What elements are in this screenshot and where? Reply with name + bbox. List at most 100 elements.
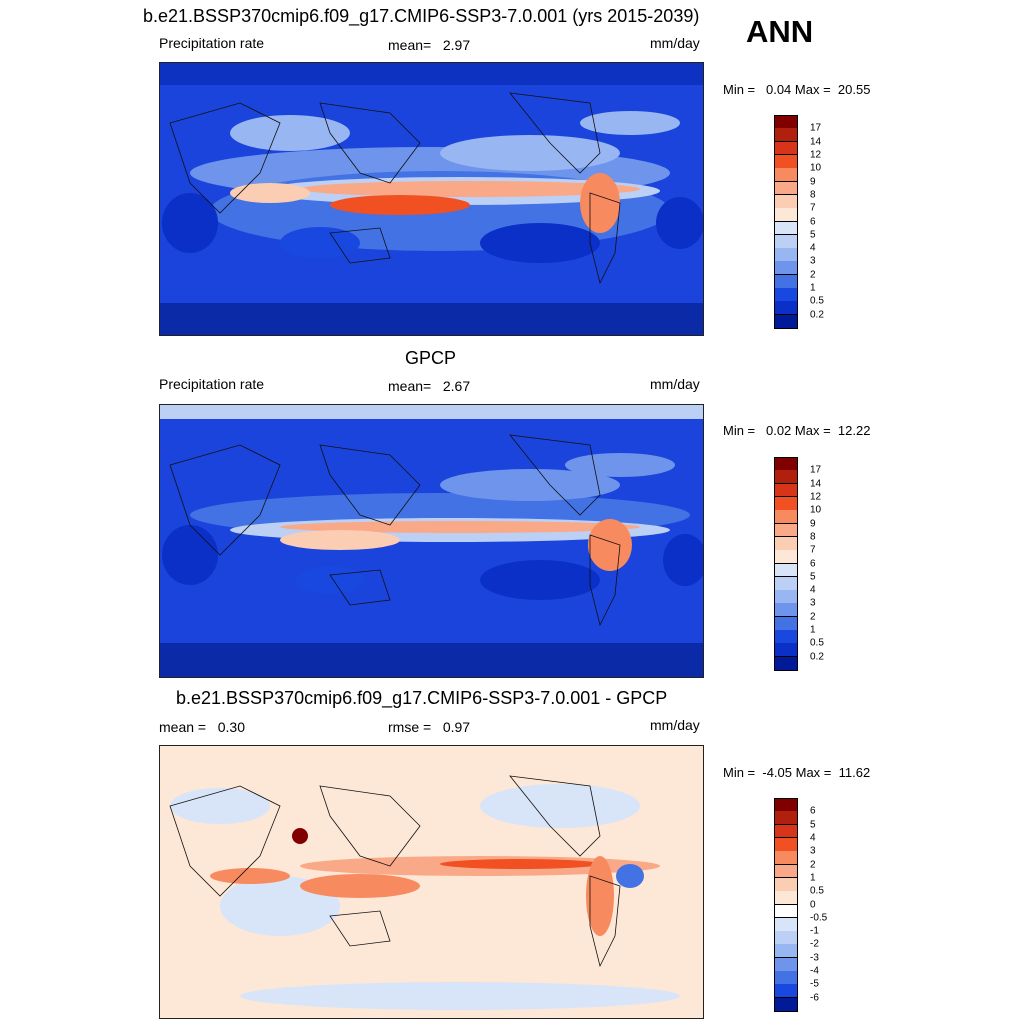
colorbar-swatch <box>774 904 798 919</box>
colorbar-swatch <box>774 194 798 209</box>
colorbar-label: 17 <box>810 464 822 476</box>
colorbar-swatch <box>774 851 798 866</box>
colorbar-label: 0 <box>810 899 816 910</box>
colorbar-swatch <box>774 837 798 852</box>
colorbar-label: 8 <box>810 531 816 543</box>
colorbar-swatch <box>774 931 798 945</box>
colorbar-label: 9 <box>810 176 816 188</box>
colorbar-label: 1 <box>810 624 816 636</box>
colorbar-swatch <box>774 248 798 262</box>
panel-2-minmax: Min = 0.02 Max = 12.22 <box>723 423 871 438</box>
season-label: ANN <box>746 14 814 49</box>
colorbar-swatch <box>774 811 798 826</box>
colorbar-label: 3 <box>810 255 816 267</box>
colorbar-swatch <box>774 997 798 1012</box>
colorbar-swatch <box>774 891 798 905</box>
colorbar-label: -0.5 <box>810 912 828 924</box>
colorbar-label: 7 <box>810 544 816 556</box>
colorbar-label: 6 <box>810 216 816 227</box>
panel-3-colorbar: 6 5 4 3 2 1 0.5 0 -0.5 -1 -2 -3 -4 -5 -6 <box>774 798 827 1012</box>
colorbar-label: 4 <box>810 832 816 844</box>
panel-3-map-field <box>160 746 703 1018</box>
colorbar-label: 8 <box>810 189 816 201</box>
colorbar-label: 14 <box>810 478 822 490</box>
colorbar-label: 0.5 <box>810 885 824 897</box>
panel-1-map <box>159 62 704 336</box>
colorbar-label: 4 <box>810 242 816 254</box>
colorbar-label: 2 <box>810 859 816 871</box>
panel-3-map <box>159 745 704 1019</box>
panel-2-map <box>159 404 704 678</box>
panel-2-colorbar: 17 14 12 10 9 8 7 6 5 4 3 2 1 0.5 0.2 <box>774 457 824 671</box>
panel-1-units-label: mm/day <box>650 35 700 51</box>
colorbar-label: 2 <box>810 269 816 281</box>
colorbar-swatch <box>774 824 798 839</box>
colorbar-label: 5 <box>810 571 816 583</box>
colorbar-label: 6 <box>810 558 816 569</box>
panel-2-units-label: mm/day <box>650 376 700 392</box>
colorbar-label: 9 <box>810 518 816 530</box>
colorbar-swatch <box>774 656 798 671</box>
colorbar-label: 3 <box>810 597 816 609</box>
panel-2-map-field <box>160 405 703 677</box>
colorbar-swatch <box>774 603 798 618</box>
colorbar-swatch <box>774 563 798 578</box>
panel-2-mean-label: mean= 2.67 <box>388 378 471 394</box>
colorbar-swatch <box>774 971 798 985</box>
colorbar-swatch <box>774 984 798 999</box>
colorbar-swatch <box>774 457 798 471</box>
colorbar-label: 0.2 <box>810 309 824 321</box>
colorbar-label: 10 <box>810 504 822 516</box>
colorbar-swatch <box>774 274 798 289</box>
panel-1-variable-label: Precipitation rate <box>159 35 265 51</box>
colorbar-label: 0.2 <box>810 651 824 663</box>
panel-3-units-label: mm/day <box>650 717 700 733</box>
colorbar-label: 7 <box>810 202 816 214</box>
panel-1-mean-label: mean= 2.97 <box>388 37 471 53</box>
colorbar-swatch <box>774 168 798 183</box>
colorbar-swatch <box>774 864 798 879</box>
colorbar-swatch <box>774 917 798 932</box>
colorbar-swatch <box>774 496 798 511</box>
colorbar-swatch <box>774 181 798 196</box>
colorbar-label: 17 <box>810 122 822 134</box>
colorbar-label: 1 <box>810 872 816 884</box>
colorbar-swatch <box>774 798 798 812</box>
colorbar-label: 3 <box>810 845 816 857</box>
panel-1-minmax: Min = 0.04 Max = 20.55 <box>723 82 871 97</box>
colorbar-label: -2 <box>810 938 819 950</box>
colorbar-swatch <box>774 877 798 892</box>
panel-3-mean-label: mean = 0.30 <box>159 719 246 735</box>
colorbar-swatch <box>774 208 798 222</box>
colorbar-label: 14 <box>810 136 822 148</box>
colorbar-label: 0.5 <box>810 637 824 649</box>
colorbar-label: -4 <box>810 965 819 977</box>
colorbar-swatch <box>774 288 798 302</box>
colorbar-swatch <box>774 314 798 329</box>
colorbar-label: 0.5 <box>810 295 824 307</box>
colorbar-swatch <box>774 141 798 156</box>
colorbar-swatch <box>774 957 798 972</box>
colorbar-swatch <box>774 944 798 959</box>
colorbar-label: -3 <box>810 952 819 964</box>
colorbar-swatch <box>774 301 798 316</box>
colorbar-label: 1 <box>810 282 816 294</box>
colorbar-swatch <box>774 616 798 631</box>
panel-3-minmax: Min = -4.05 Max = 11.62 <box>723 765 871 780</box>
panel-3-rmse-label: rmse = 0.97 <box>388 719 471 735</box>
colorbar-swatch <box>774 221 798 236</box>
colorbar-swatch <box>774 115 798 129</box>
colorbar-swatch <box>774 590 798 604</box>
panel-1-colorbar: 17 14 12 10 9 8 7 6 5 4 3 2 1 0.5 0.2 <box>774 115 824 329</box>
panel-2-variable-label: Precipitation rate <box>159 376 265 392</box>
colorbar-label: -5 <box>810 978 819 990</box>
colorbar-label: 2 <box>810 611 816 623</box>
colorbar-swatch <box>774 483 798 498</box>
colorbar-swatch <box>774 536 798 551</box>
colorbar-label: 5 <box>810 229 816 241</box>
colorbar-swatch <box>774 630 798 644</box>
colorbar-label: 4 <box>810 584 816 596</box>
colorbar-swatch <box>774 523 798 538</box>
colorbar-label: 12 <box>810 491 822 503</box>
colorbar-label: -6 <box>810 992 819 1004</box>
